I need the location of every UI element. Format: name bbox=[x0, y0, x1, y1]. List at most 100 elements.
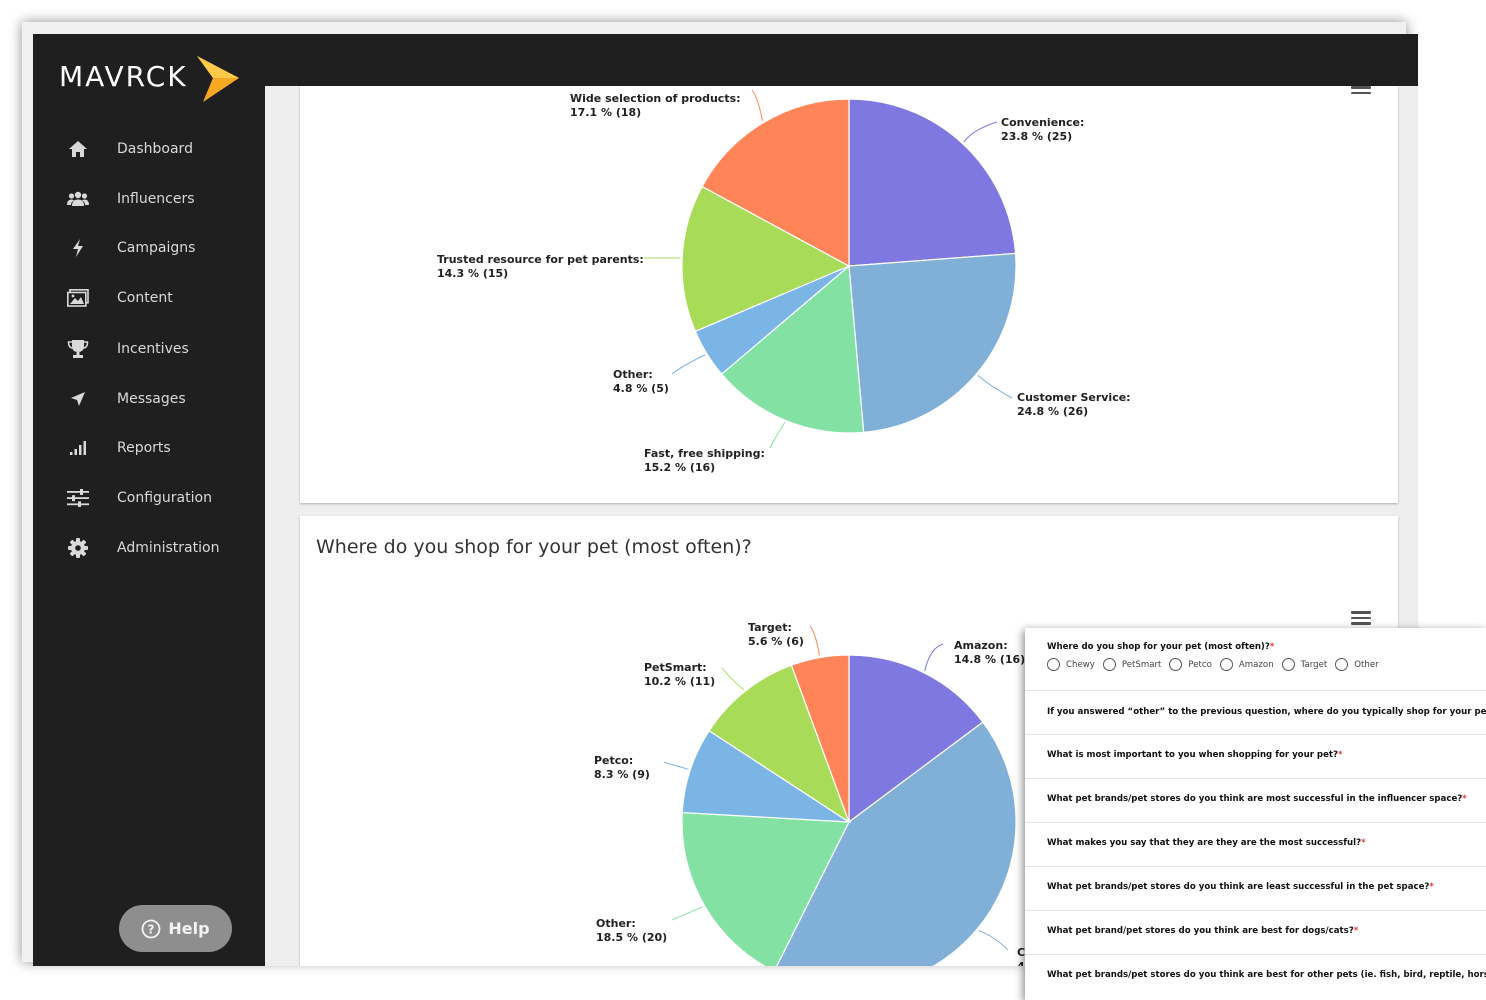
question-circle-icon: ? bbox=[142, 919, 161, 938]
pie-connector-target bbox=[809, 625, 820, 656]
option-target[interactable]: Target bbox=[1281, 658, 1327, 671]
radio-button[interactable] bbox=[1102, 658, 1116, 671]
option-petco[interactable]: Petco bbox=[1169, 658, 1212, 671]
sidebar-item-label: Incentives bbox=[117, 341, 189, 357]
radio-button[interactable] bbox=[1169, 658, 1183, 671]
pie-label-target: Target: bbox=[748, 621, 792, 634]
sidebar-item-reports[interactable]: Reports bbox=[33, 428, 265, 468]
pie-slice-petsmart[interactable] bbox=[708, 664, 851, 824]
lightning-icon bbox=[66, 236, 90, 260]
question-text: What pet brands/pet stores do you think … bbox=[1047, 882, 1434, 892]
pie-value-fast-free-shipping: 15.2 % (16) bbox=[644, 461, 715, 474]
home-icon bbox=[66, 137, 90, 161]
logo-arrow-icon bbox=[197, 56, 239, 102]
chart-menu-icon[interactable] bbox=[1351, 86, 1371, 100]
option-chewy[interactable]: Chewy bbox=[1047, 658, 1095, 671]
question-text: What pet brand/pet stores do you think a… bbox=[1047, 926, 1359, 936]
pie-slice-target[interactable] bbox=[790, 654, 850, 823]
pie-chart-1: Convenience:23.8 % (25) Customer Service:… bbox=[437, 89, 1131, 474]
question-row[interactable]: If you answered “other” to the previous … bbox=[1025, 690, 1486, 735]
pie-slice-fast-free-shipping[interactable] bbox=[720, 264, 865, 434]
sidebar-item-label: Administration bbox=[117, 540, 220, 556]
question-row[interactable]: What pet brands/pet stores do you think … bbox=[1025, 954, 1486, 1000]
pie-connector-petco bbox=[663, 761, 689, 770]
pie-value-petsmart: 10.2 % (11) bbox=[644, 675, 715, 688]
paper-plane-icon bbox=[66, 387, 90, 411]
pie-label-petco: Petco: bbox=[594, 754, 633, 767]
svg-text:?: ? bbox=[148, 922, 155, 936]
sidebar: MAVRCK Dashboard Influencers Campaigns bbox=[33, 34, 265, 966]
pie-slice-ch[interactable] bbox=[774, 721, 1017, 966]
sidebar-item-dashboard[interactable]: Dashboard bbox=[33, 129, 265, 169]
help-button[interactable]: ? Help bbox=[119, 905, 232, 952]
sidebar-item-label: Configuration bbox=[117, 490, 212, 506]
pie-label-other: Other: bbox=[596, 917, 636, 930]
pie-label-other: Other: bbox=[613, 368, 653, 381]
pie-value-other: 18.5 % (20) bbox=[596, 931, 667, 944]
trophy-icon bbox=[66, 337, 90, 361]
sidebar-item-campaigns[interactable]: Campaigns bbox=[33, 228, 265, 268]
users-icon bbox=[66, 187, 90, 211]
option-other[interactable]: Other bbox=[1335, 658, 1379, 671]
sidebar-item-messages[interactable]: Messages bbox=[33, 379, 265, 419]
sidebar-item-label: Messages bbox=[117, 391, 186, 407]
pie-connector-fast-free-shipping bbox=[769, 422, 786, 449]
radio-button[interactable] bbox=[1281, 658, 1295, 671]
question-row[interactable]: What makes you say that they are they ar… bbox=[1025, 822, 1486, 867]
radio-button[interactable] bbox=[1047, 658, 1060, 671]
sidebar-item-incentives[interactable]: Incentives bbox=[33, 329, 265, 369]
chart-card-1: Convenience: 23.8 % (25) Customer Service:… bbox=[300, 86, 1398, 503]
sliders-icon bbox=[66, 486, 90, 510]
pie-connector-other bbox=[671, 354, 706, 375]
pie-slice-convenience[interactable] bbox=[848, 98, 1017, 267]
sidebar-item-label: Campaigns bbox=[117, 240, 196, 256]
radio-group: Chewy PetSmart Petco Amazon Target Other bbox=[1047, 658, 1387, 671]
pie-value-other: 4.8 % (5) bbox=[613, 382, 669, 395]
pie-value-customer-service: 24.8 % (26) bbox=[1017, 405, 1088, 418]
pie-label-wide-selection-of-products: Wide selection of products: bbox=[570, 92, 741, 105]
pie-slice-wide-selection-of-products[interactable] bbox=[701, 98, 850, 268]
sidebar-item-configuration[interactable]: Configuration bbox=[33, 478, 265, 518]
pie-label-petsmart: PetSmart: bbox=[644, 661, 707, 674]
survey-questions-panel: Where do you shop for your pet (most oft… bbox=[1025, 628, 1486, 1000]
pie-label-amazon: Amazon: bbox=[954, 639, 1008, 652]
sidebar-item-administration[interactable]: Administration bbox=[33, 528, 265, 568]
pie-label-convenience: Convenience: bbox=[1001, 116, 1084, 129]
chart-title: Where do you shop for your pet (most oft… bbox=[316, 536, 752, 558]
pie-value-target: 5.6 % (6) bbox=[748, 635, 804, 648]
pie-value-convenience: 23.8 % (25) bbox=[1001, 130, 1072, 143]
pie-connector-wide-selection-of-products bbox=[751, 89, 764, 121]
pie-value-amazon: 14.8 % (16) bbox=[954, 653, 1025, 666]
question-text: What pet brands/pet stores do you think … bbox=[1047, 970, 1486, 980]
question-text: What makes you say that they are they ar… bbox=[1047, 838, 1366, 848]
option-petsmart[interactable]: PetSmart bbox=[1102, 658, 1161, 671]
question-row[interactable]: What pet brands/pet stores do you think … bbox=[1025, 866, 1486, 911]
radio-button[interactable] bbox=[1219, 658, 1233, 671]
sidebar-item-influencers[interactable]: Influencers bbox=[33, 179, 265, 219]
question-row[interactable]: What pet brand/pet stores do you think a… bbox=[1025, 910, 1486, 955]
sidebar-item-label: Influencers bbox=[117, 191, 195, 207]
pie-slice-amazon[interactable] bbox=[848, 654, 984, 824]
pie-slice-customer-service[interactable] bbox=[848, 252, 1017, 434]
pie-slice-trusted-resource-for-pet-parents[interactable] bbox=[681, 185, 851, 333]
pie-value-wide-selection-of-products: 17.1 % (18) bbox=[570, 106, 641, 119]
pie-slice-other[interactable] bbox=[681, 811, 850, 966]
pie-value-petco: 8.3 % (9) bbox=[594, 768, 650, 781]
question-text: Where do you shop for your pet (most oft… bbox=[1047, 642, 1275, 652]
bar-chart-icon bbox=[66, 436, 90, 460]
pie-slice-petco[interactable] bbox=[681, 729, 852, 823]
radio-button[interactable] bbox=[1335, 658, 1349, 671]
pie-label-fast-free-shipping: Fast, free shipping: bbox=[644, 447, 765, 460]
question-row[interactable]: What is most important to you when shopp… bbox=[1025, 734, 1486, 779]
question-row[interactable]: What pet brands/pet stores do you think … bbox=[1025, 778, 1486, 823]
chart-menu-icon[interactable] bbox=[1351, 611, 1371, 625]
gear-icon bbox=[66, 536, 90, 560]
pie-connector-petsmart bbox=[721, 667, 745, 691]
question-text: What is most important to you when shopp… bbox=[1047, 750, 1343, 760]
pie-label-customer-service: Customer Service: bbox=[1017, 391, 1131, 404]
pie-chart-2: Amazon:14.8 % (16)Ch42Other:18.5 % (20)P… bbox=[594, 621, 1033, 966]
sidebar-item-label: Dashboard bbox=[117, 141, 193, 157]
pie-connector-customer-service bbox=[977, 374, 1013, 399]
option-amazon[interactable]: Amazon bbox=[1219, 658, 1274, 671]
sidebar-item-content[interactable]: Content bbox=[33, 278, 265, 318]
